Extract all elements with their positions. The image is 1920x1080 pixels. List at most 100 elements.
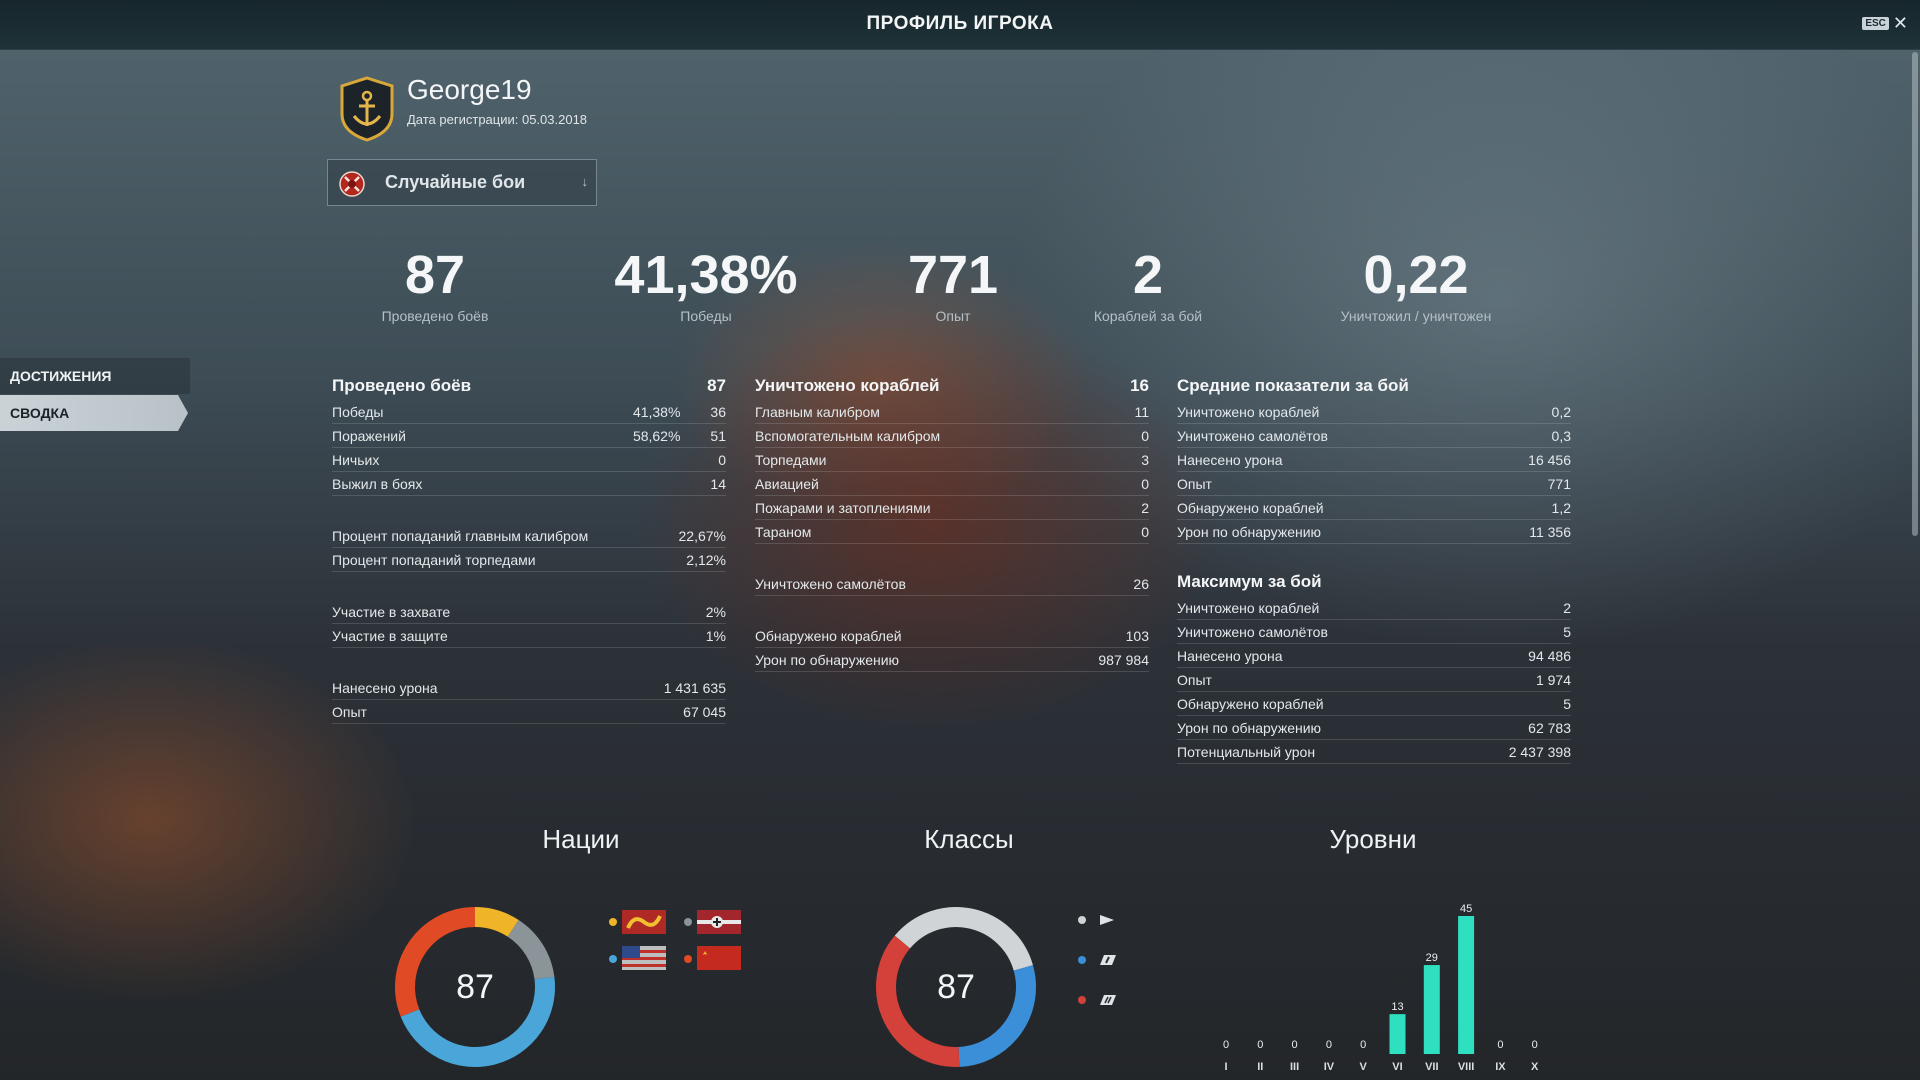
nations-title: Нации bbox=[542, 824, 620, 854]
stat-row: Торпедами 3 bbox=[755, 448, 1149, 472]
legend-dot-usa bbox=[609, 955, 617, 963]
esc-key-label: ESC bbox=[1862, 16, 1889, 30]
row-label: Пожарами и затоплениями bbox=[755, 499, 931, 516]
row-label: Нанесено урона bbox=[1177, 647, 1283, 664]
tier-bar bbox=[1423, 965, 1440, 1054]
legend-dot-cruiser bbox=[1078, 956, 1086, 964]
stat-row: Нанесено урона 16 456 bbox=[1177, 448, 1571, 472]
close-button[interactable]: ESC ✕ bbox=[1862, 14, 1908, 32]
nav-item-summary[interactable]: СВОДКА bbox=[0, 395, 188, 431]
title-bar: ПРОФИЛЬ ИГРОКА ESC ✕ bbox=[0, 0, 1920, 50]
row-label: Уничтожено кораблей bbox=[1177, 599, 1320, 616]
stat-row: Опыт 771 bbox=[1177, 472, 1571, 496]
row-label: Уничтожено самолётов bbox=[1177, 427, 1328, 444]
row-label: Опыт bbox=[1177, 671, 1212, 688]
legend-dot-pan-asia bbox=[609, 918, 617, 926]
experience-stat: 771 Опыт bbox=[823, 246, 1083, 324]
nav-item-achievements[interactable]: ДОСТИЖЕНИЯ bbox=[0, 358, 190, 394]
donut-slice bbox=[400, 976, 555, 1067]
stat-row: Нанесено урона 1 431 635 bbox=[332, 676, 726, 700]
stat-row: Опыт 67 045 bbox=[332, 700, 726, 724]
stat-row: Авиацией 0 bbox=[755, 472, 1149, 496]
battles-count-stat: 87 Проведено боёв bbox=[305, 246, 565, 324]
stat-row: Урон по обнаружению 62 783 bbox=[1177, 716, 1571, 740]
stat-row: Урон по обнаружению 987 984 bbox=[755, 648, 1149, 672]
row-value: 1,2 bbox=[1551, 499, 1571, 516]
row-label: Вспомогательным калибром bbox=[755, 427, 941, 444]
tier-bar bbox=[1389, 1014, 1406, 1054]
row-label: Главным калибром bbox=[755, 403, 880, 420]
battleship-class-icon[interactable] bbox=[1098, 993, 1118, 1007]
row-label: Выжил в боях bbox=[332, 475, 423, 492]
side-nav: ДОСТИЖЕНИЯ СВОДКА bbox=[0, 358, 190, 432]
row-label: Уничтожено самолётов bbox=[755, 575, 906, 592]
stat-row: Участие в защите 1% bbox=[332, 624, 726, 648]
row-label: Уничтожено кораблей bbox=[1177, 403, 1320, 420]
row-label: Нанесено урона bbox=[332, 679, 438, 696]
nations-donut-chart: 87 bbox=[390, 902, 560, 1072]
row-value: 2 bbox=[1141, 499, 1149, 516]
usa-flag-icon[interactable] bbox=[622, 946, 666, 970]
stat-row: Обнаружено кораблей 1,2 bbox=[1177, 496, 1571, 520]
tier-value-label: 0 bbox=[1257, 1039, 1263, 1051]
panel-header: Максимум за бой bbox=[1177, 566, 1571, 596]
tier-category-label: IX bbox=[1495, 1061, 1506, 1073]
row-label: Победы bbox=[332, 403, 384, 420]
rank-emblem-icon bbox=[340, 76, 394, 142]
battle-type-dropdown[interactable]: Случайные бои ↓ bbox=[327, 159, 597, 206]
pan-asia-flag-icon[interactable] bbox=[622, 910, 666, 934]
donut-slice bbox=[395, 907, 476, 1017]
row-value: 2% bbox=[705, 603, 726, 620]
row-value: 771 bbox=[1547, 475, 1571, 492]
row-value: 5 bbox=[1563, 695, 1571, 712]
panel-title: Проведено боёв bbox=[332, 376, 472, 395]
tier-value-label: 45 bbox=[1460, 903, 1472, 915]
stat-row: Участие в захвате 2% bbox=[332, 600, 726, 624]
row-value: 5 bbox=[1563, 623, 1571, 640]
row-value: 987 984 bbox=[1098, 651, 1149, 668]
donut-center-label: 87 bbox=[456, 967, 494, 1006]
stat-row: Пожарами и затоплениями 2 bbox=[755, 496, 1149, 520]
panel-header: Уничтожено кораблей 16 bbox=[755, 370, 1149, 400]
stat-row: Вспомогательным калибром 0 bbox=[755, 424, 1149, 448]
battle-type-label: Случайные бои bbox=[385, 172, 526, 192]
tier-value-label: 0 bbox=[1292, 1039, 1298, 1051]
donut-slice bbox=[507, 919, 555, 980]
tier-category-label: VI bbox=[1392, 1061, 1402, 1073]
stat-row: Процент попаданий главным калибром 22,67% bbox=[332, 524, 726, 548]
tier-value-label: 0 bbox=[1360, 1039, 1366, 1051]
row-value: 1% bbox=[705, 627, 726, 644]
averages-panel: Средние показатели за бой Уничтожено кор… bbox=[1177, 370, 1571, 764]
row-value: 3 bbox=[1141, 451, 1149, 468]
row-label: Нанесено урона bbox=[1177, 451, 1283, 468]
random-battles-icon bbox=[339, 170, 365, 197]
row-value: 14 bbox=[710, 475, 726, 492]
ussr-flag-icon[interactable] bbox=[697, 946, 741, 970]
classes-title: Классы bbox=[924, 824, 1014, 854]
donut-slice bbox=[876, 935, 960, 1067]
row-label: Потенциальный урон bbox=[1177, 743, 1316, 760]
stat-row: Уничтожено самолётов 5 bbox=[1177, 620, 1571, 644]
tier-category-label: I bbox=[1224, 1061, 1227, 1073]
stat-row: Выжил в боях 14 bbox=[332, 472, 726, 496]
cruiser-class-icon[interactable] bbox=[1098, 953, 1118, 967]
scrollbar[interactable] bbox=[1912, 52, 1918, 536]
germany-flag-icon[interactable] bbox=[697, 910, 741, 934]
registration-date: Дата регистрации: 05.03.2018 bbox=[407, 112, 588, 127]
tier-bar bbox=[1458, 916, 1475, 1054]
tier-value-label: 0 bbox=[1532, 1039, 1538, 1051]
row-label: Тараном bbox=[755, 523, 812, 540]
stat-value: 2 bbox=[1132, 245, 1164, 305]
destroyer-class-icon[interactable] bbox=[1098, 913, 1118, 927]
stat-row: Поражений 58,62% 51 bbox=[332, 424, 726, 448]
donut-slice bbox=[958, 965, 1036, 1067]
stat-value: 0,22 bbox=[1363, 245, 1469, 305]
row-value: 2 bbox=[1563, 599, 1571, 616]
legend-dot-germany bbox=[684, 918, 692, 926]
panel-total: 87 bbox=[707, 376, 726, 395]
row-value: 1 974 bbox=[1535, 671, 1571, 688]
row-percent: 58,62% bbox=[632, 427, 681, 444]
row-value: 36 bbox=[710, 403, 726, 420]
tier-value-label: 0 bbox=[1326, 1039, 1332, 1051]
tiers-title: Уровни bbox=[1329, 824, 1417, 854]
